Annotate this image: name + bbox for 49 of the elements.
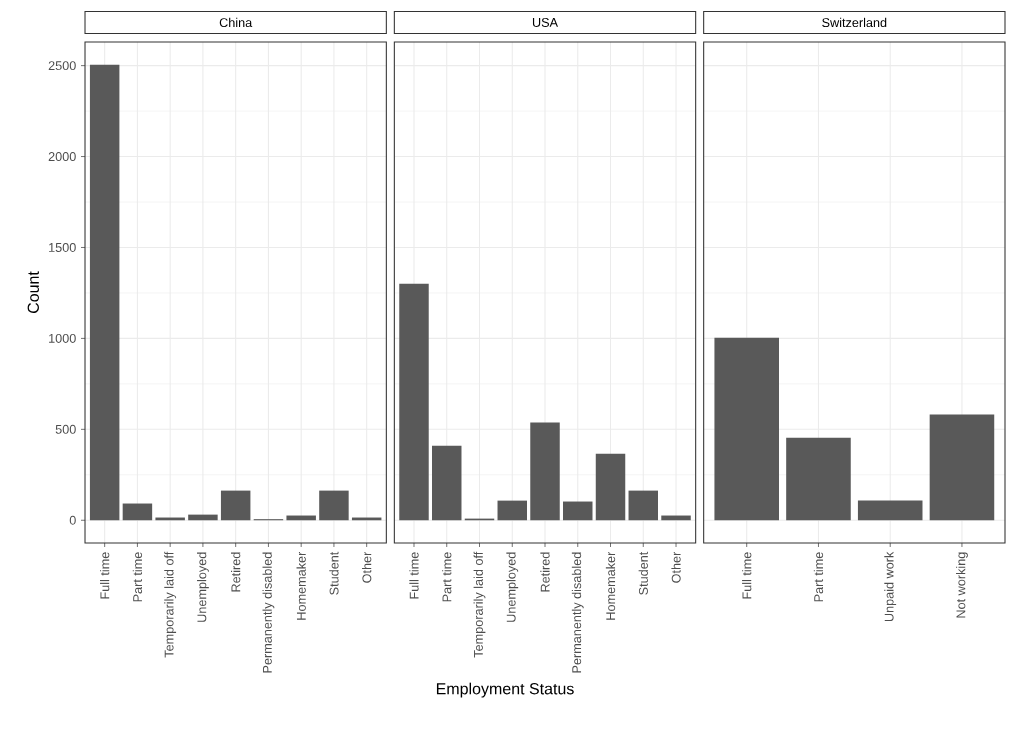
x-tick-label: Not working [956,552,968,618]
x-tick-label: Part time [132,552,143,602]
x-tick-label: Permanently disabled [262,552,275,673]
x-axis-title: Employment Status [436,682,574,698]
chart-title: China [219,17,253,28]
x-tick-label: Temporarily laid off [473,551,486,658]
x-tick-label: Full time [100,552,110,599]
bar [786,437,851,521]
y-axis-title: Count [27,271,39,314]
bar [188,514,218,521]
x-tick-label: Temporarily laid off [164,551,177,658]
x-tick-label: Permanently disabled [571,552,584,673]
chart-title: USA [532,17,559,27]
y-tick-label: 2000 [48,152,76,162]
x-tick-label: Full time [409,552,419,599]
bar [563,501,593,521]
bar [497,500,527,521]
chart-title: Switzerland [822,17,887,28]
bar [595,453,626,521]
bar [220,490,251,521]
bar [857,500,923,521]
y-tick-label: 2500 [48,61,76,71]
bar [628,490,658,521]
x-tick-label: Retired [231,552,241,592]
x-tick-label: Other [671,551,681,583]
bar [432,445,462,521]
bar [319,490,349,521]
x-tick-label: Homemaker [605,551,616,620]
y-tick-label: 0 [69,515,76,525]
y-tick-label: 1500 [49,242,76,252]
x-tick-label: Student [638,551,648,595]
bar [929,414,995,521]
x-tick-label: Retired [540,552,550,592]
x-tick-label: Unpaid work [884,551,897,622]
bar [122,503,153,521]
x-tick-label: Homemaker [296,551,306,620]
bar [89,64,120,521]
x-tick-label: Unemployed [506,552,519,622]
bar [399,283,429,521]
x-tick-label: Part time [813,552,824,602]
x-tick-label: Part time [442,552,452,602]
x-tick-label: Other [362,551,372,583]
bar [530,422,560,521]
x-tick-label: Unemployed [197,552,209,622]
x-tick-label: Full time [742,552,752,599]
y-tick-label: 1000 [49,333,76,343]
bar [714,337,779,521]
x-tick-label: Student [329,551,339,595]
y-tick-label: 500 [55,424,76,434]
